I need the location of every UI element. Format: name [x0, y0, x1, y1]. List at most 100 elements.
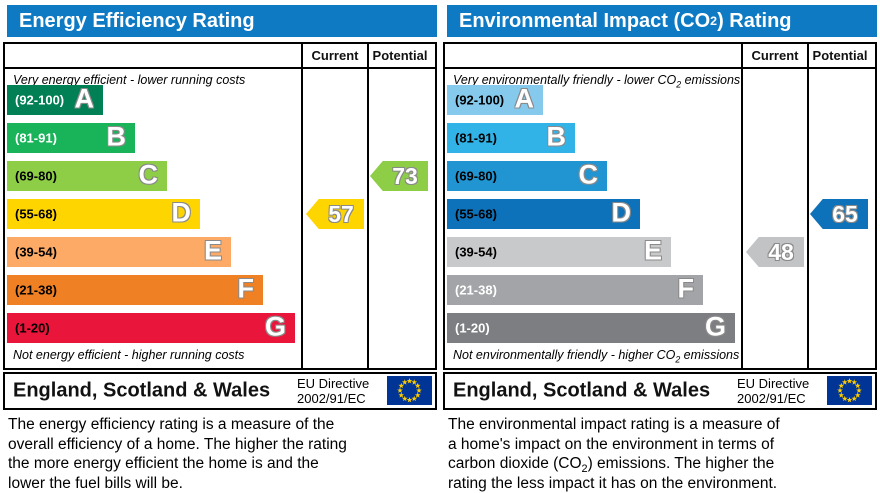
- band-grade-letter: A: [74, 83, 95, 114]
- band-range-label: (69-80): [15, 168, 57, 184]
- potential-rating-arrow: 73: [370, 161, 428, 191]
- current-rating-arrow-value: 57: [328, 200, 354, 227]
- column-divider: [301, 44, 303, 368]
- band-grade-letter: C: [138, 159, 159, 190]
- panel-description: The energy efficiency rating is a measur…: [8, 415, 432, 493]
- eu-directive-line1: EU Directive: [737, 376, 810, 391]
- band-row-a: (92-100) A: [447, 83, 543, 115]
- band-row-c: (69-80) C: [7, 159, 167, 191]
- band-bar-e: (39-54) E: [447, 235, 671, 267]
- description-line: lower the fuel bills will be.: [8, 474, 183, 492]
- band-range-label: (1-20): [455, 320, 490, 336]
- band-range-label: (92-100): [455, 92, 505, 108]
- band-bar-e: (39-54) E: [7, 236, 231, 267]
- band-row-e: (39-54) E: [447, 235, 671, 267]
- bottom-note: Not energy efficient - higher running co…: [13, 348, 245, 362]
- current-rating-arrow-value: 48: [768, 238, 794, 265]
- current-column-header: Current: [751, 48, 799, 63]
- potential-rating-arrow: 65: [810, 199, 868, 229]
- eu-directive: EU Directive 2002/91/EC: [737, 376, 809, 406]
- description-line: The environmental impact rating is a mea…: [448, 416, 780, 433]
- band-grade-letter: E: [643, 235, 662, 266]
- band-row-a: (92-100) A: [7, 83, 103, 115]
- band-bar-c: (69-80) C: [447, 159, 607, 191]
- potential-rating-arrow-value: 73: [392, 162, 418, 189]
- column-divider: [807, 44, 809, 368]
- potential-column-header: Potential: [812, 48, 868, 63]
- band-bar-b: (81-91) B: [447, 121, 575, 153]
- panel-title: Environmental Impact (CO 2) Rating: [447, 5, 877, 37]
- band-grade-letter: F: [237, 273, 255, 304]
- bottom-note: Not environmentally friendly - higher CO…: [453, 348, 740, 365]
- band-range-label: (55-68): [455, 206, 497, 222]
- band-bar-f: (21-38) F: [7, 273, 263, 305]
- chart-area: Very environmentally friendly - lower CO…: [445, 69, 875, 368]
- band-bar-d: (55-68) D: [447, 197, 640, 229]
- current-column-header: Current: [311, 48, 359, 63]
- potential-rating-arrow-value: 65: [832, 200, 858, 227]
- description-line: the more energy efficient the home is an…: [8, 455, 319, 472]
- band-bar-c: (69-80) C: [7, 159, 167, 191]
- band-range-label: (81-91): [15, 130, 57, 146]
- band-row-e: (39-54) E: [7, 236, 231, 267]
- header-divider: [5, 67, 435, 69]
- eu-directive: EU Directive 2002/91/EC: [297, 376, 369, 406]
- band-grade-letter: C: [578, 159, 599, 190]
- band-range-label: (81-91): [455, 130, 497, 146]
- description-line: overall efficiency of a home. The higher…: [8, 435, 347, 453]
- band-row-f: (21-38) F: [447, 273, 703, 305]
- band-range-label: (39-54): [15, 244, 57, 260]
- band-bar-d: (55-68) D: [7, 197, 200, 229]
- region-label: England, Scotland & Wales: [13, 379, 271, 402]
- band-row-g: (1-20) G: [447, 311, 735, 343]
- band-bar-f: (21-38) F: [447, 273, 703, 305]
- band-range-label: (92-100): [15, 92, 65, 108]
- band-bar-g: (1-20) G: [7, 311, 295, 343]
- panel-title: Energy Efficiency Rating: [7, 5, 437, 37]
- eu-flag-icon: [387, 376, 432, 405]
- rating-table: Current Potential Very environmentally f…: [443, 42, 877, 370]
- eu-directive-line2: 2002/91/EC: [297, 391, 366, 406]
- region-footer: England, Scotland & Wales EU Directive 2…: [3, 372, 437, 410]
- current-rating-arrow: 57: [306, 199, 364, 229]
- band-grade-letter: G: [264, 311, 286, 342]
- header-divider: [445, 67, 875, 69]
- band-range-label: (21-38): [455, 282, 497, 298]
- potential-column-header: Potential: [372, 48, 428, 63]
- band-row-b: (81-91) B: [447, 121, 575, 153]
- region-label: England, Scotland & Wales: [453, 379, 711, 402]
- column-divider: [367, 44, 369, 368]
- band-bar-a: (92-100) A: [7, 83, 103, 115]
- eu-flag-icon: [827, 376, 872, 405]
- band-row-f: (21-38) F: [7, 273, 263, 305]
- region-footer: England, Scotland & Wales EU Directive 2…: [443, 372, 877, 410]
- description-line: The energy efficiency rating is a measur…: [8, 416, 335, 433]
- band-grade-letter: B: [106, 121, 127, 152]
- top-note: Very environmentally friendly - lower CO…: [453, 73, 741, 90]
- band-grade-letter: D: [611, 197, 632, 228]
- rating-table: Current Potential Very energy efficient …: [3, 42, 437, 370]
- band-bar-b: (81-91) B: [7, 121, 135, 153]
- band-row-c: (69-80) C: [447, 159, 607, 191]
- band-grade-letter: D: [171, 197, 192, 228]
- panel-description: The environmental impact rating is a mea…: [448, 415, 872, 493]
- band-grade-letter: G: [704, 311, 726, 342]
- current-rating-arrow: 48: [746, 237, 804, 267]
- band-range-label: (1-20): [15, 320, 50, 336]
- band-bar-a: (92-100) A: [447, 83, 543, 115]
- band-row-b: (81-91) B: [7, 121, 135, 153]
- eu-directive-line2: 2002/91/EC: [737, 391, 806, 406]
- band-grade-letter: B: [546, 121, 567, 152]
- band-grade-letter: F: [677, 273, 695, 304]
- eu-directive-line1: EU Directive: [297, 376, 370, 391]
- band-range-label: (69-80): [455, 168, 497, 184]
- band-range-label: (55-68): [15, 206, 57, 222]
- top-note: Very energy efficient - lower running co…: [13, 73, 246, 87]
- band-grade-letter: A: [514, 83, 535, 114]
- band-row-d: (55-68) D: [447, 197, 640, 229]
- chart-area: Very energy efficient - lower running co…: [5, 69, 435, 368]
- description-line: rating the less impact it has on the env…: [448, 474, 778, 492]
- band-bar-g: (1-20) G: [447, 311, 735, 343]
- band-range-label: (39-54): [455, 244, 497, 260]
- band-range-label: (21-38): [15, 282, 57, 298]
